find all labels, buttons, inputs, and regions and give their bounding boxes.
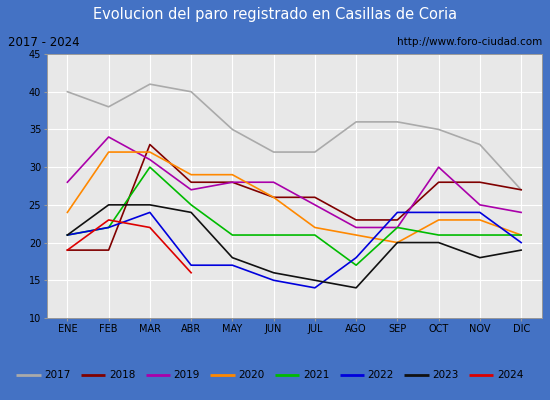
Text: 2017: 2017 [45, 370, 71, 380]
Text: 2017 - 2024: 2017 - 2024 [8, 36, 80, 48]
Text: http://www.foro-ciudad.com: http://www.foro-ciudad.com [397, 37, 542, 47]
Text: 2022: 2022 [368, 370, 394, 380]
Text: 2019: 2019 [174, 370, 200, 380]
Text: 2020: 2020 [238, 370, 265, 380]
Text: Evolucion del paro registrado en Casillas de Coria: Evolucion del paro registrado en Casilla… [93, 8, 457, 22]
Text: 2021: 2021 [303, 370, 329, 380]
Text: 2018: 2018 [109, 370, 135, 380]
Text: 2024: 2024 [497, 370, 524, 380]
Text: 2023: 2023 [432, 370, 459, 380]
